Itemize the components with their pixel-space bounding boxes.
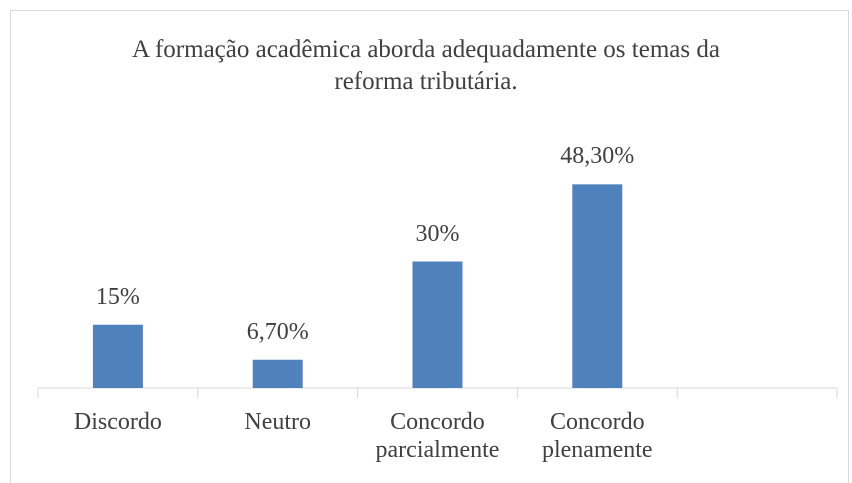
bar <box>412 261 463 388</box>
x-tick-label: Concordo plenamente <box>541 409 653 463</box>
bar <box>572 184 623 388</box>
x-tick-label: Neutro <box>244 409 312 435</box>
chart-title: A formação acadêmica aborda adequadament… <box>132 36 720 95</box>
bar <box>252 359 303 388</box>
x-tick-label: Concordo parcialmente <box>375 409 500 463</box>
data-label: 15% <box>95 283 140 310</box>
data-label: 30% <box>415 220 460 247</box>
data-label: 48,30% <box>560 143 635 170</box>
data-label: 6,70% <box>246 318 309 345</box>
chart-frame <box>10 10 849 483</box>
bar <box>92 324 143 388</box>
x-tick-label: Discordo <box>73 409 162 435</box>
